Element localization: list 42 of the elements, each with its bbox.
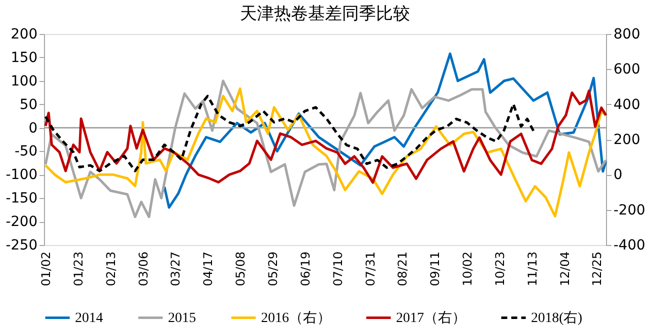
y2-tick-label: 400 xyxy=(614,96,640,113)
legend-label: 2018(右) xyxy=(531,310,583,326)
x-tick-label: 03/27 xyxy=(168,252,183,286)
line-series xyxy=(44,94,536,172)
x-tick-label: 10/23 xyxy=(492,252,507,286)
x-tick-label: 05/29 xyxy=(266,252,280,286)
x-tick-label: 12/04 xyxy=(558,252,572,286)
y-tick-label: 0 xyxy=(28,120,38,136)
x-tick-label: 04/17 xyxy=(201,252,216,286)
y-tick-label: -50 xyxy=(14,144,38,160)
x-tick-label: 02/13 xyxy=(104,252,118,286)
y-tick-label: 50 xyxy=(20,96,38,113)
y2-tick-label: -200 xyxy=(614,202,646,218)
y-tick-label: 150 xyxy=(10,50,38,66)
y2-tick-label: 200 xyxy=(614,132,640,148)
legend-label: 2015 xyxy=(168,310,196,326)
y2-tick-label: -400 xyxy=(614,238,646,254)
y-tick-label: -250 xyxy=(6,238,38,254)
x-tick-label: 11/13 xyxy=(525,252,540,286)
legend-label: 2017（右） xyxy=(396,310,466,326)
x-tick-label: 09/11 xyxy=(428,252,442,286)
y-tick-label: 200 xyxy=(10,26,38,42)
legend-label: 2014 xyxy=(75,310,103,326)
x-tick-label: 01/02 xyxy=(39,252,54,286)
y-tick-label: -200 xyxy=(6,214,38,230)
chart-title: 天津热卷基差同季比较 xyxy=(240,4,410,24)
y2-tick-label: 600 xyxy=(614,62,640,78)
x-tick-label: 07/10 xyxy=(330,252,345,286)
x-tick-label: 03/06 xyxy=(136,252,150,286)
x-tick-label: 12/25 xyxy=(590,252,604,286)
x-tick-label: 05/08 xyxy=(234,252,248,286)
x-tick-label: 10/02 xyxy=(460,252,475,286)
legend-label: 2016（右） xyxy=(261,310,331,326)
y2-tick-label: 0 xyxy=(614,167,622,184)
y-tick-label: -100 xyxy=(6,167,38,184)
x-tick-label: 06/19 xyxy=(298,252,312,286)
x-tick-label: 07/31 xyxy=(363,252,378,286)
y-tick-label: -150 xyxy=(6,190,38,207)
y-tick-label: 100 xyxy=(10,73,38,90)
x-tick-label: 08/21 xyxy=(396,252,410,286)
y2-tick-label: 800 xyxy=(614,26,640,42)
x-tick-label: 01/23 xyxy=(71,252,86,286)
